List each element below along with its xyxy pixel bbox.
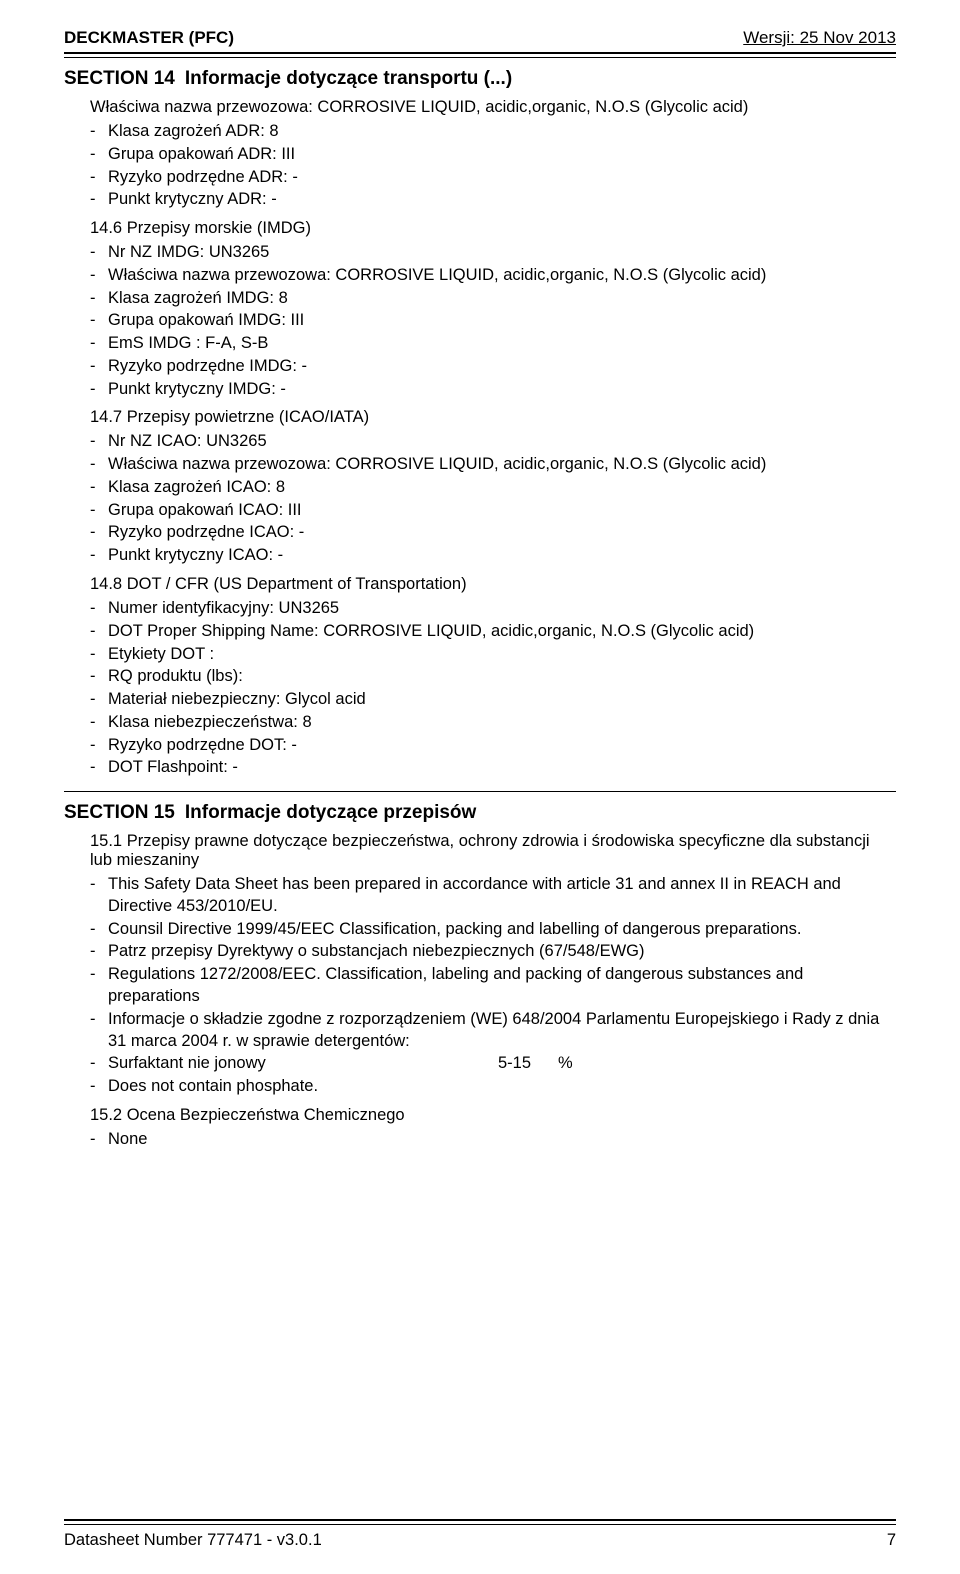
datasheet-number: Datasheet Number 777471 - v3.0.1 xyxy=(64,1531,322,1550)
product-name: DECKMASTER (PFC) xyxy=(64,28,234,48)
list-item: DOT Proper Shipping Name: CORROSIVE LIQU… xyxy=(90,621,896,643)
section14-7-title: 14.7 Przepisy powietrzne (ICAO/IATA) xyxy=(90,408,896,427)
section14-title: Informacje dotyczące transportu (...) xyxy=(185,68,512,89)
version-date: Wersji: 25 Nov 2013 xyxy=(743,28,896,48)
imdg-list: Nr NZ IMDG: UN3265 Właściwa nazwa przewo… xyxy=(90,242,896,400)
list-item: RQ produktu (lbs): xyxy=(90,666,896,688)
footer: Datasheet Number 777471 - v3.0.1 7 xyxy=(64,1531,896,1550)
list-item: Etykiety DOT : xyxy=(90,644,896,666)
section15-number: SECTION 15 xyxy=(64,802,175,824)
section14-6-title: 14.6 Przepisy morskie (IMDG) xyxy=(90,219,896,238)
list-item: Ryzyko podrzędne ICAO: - xyxy=(90,522,896,544)
surfactant-value: 5-15 xyxy=(498,1053,558,1075)
surfactant-percent: % xyxy=(558,1053,588,1075)
footer-rule xyxy=(64,1519,896,1525)
list-item: Surfaktant nie jonowy 5-15 % xyxy=(90,1053,896,1075)
section14-intro-block: Właściwa nazwa przewozowa: CORROSIVE LIQ… xyxy=(90,96,896,213)
list-item: Ryzyko podrzędne DOT: - xyxy=(90,735,896,757)
surfactant-label: Surfaktant nie jonowy xyxy=(108,1053,498,1075)
section15-2-block: 15.2 Ocena Bezpieczeństwa Chemicznego No… xyxy=(90,1104,896,1153)
list-item: Właściwa nazwa przewozowa: CORROSIVE LIQ… xyxy=(90,454,896,476)
surfactant-row: Surfaktant nie jonowy 5-15 % xyxy=(108,1053,896,1075)
list-item: Klasa zagrożeń ADR: 8 xyxy=(90,121,896,143)
list-item: Does not contain phosphate. xyxy=(90,1076,896,1098)
list-item: Klasa niebezpieczeństwa: 8 xyxy=(90,712,896,734)
list-item: Materiał niebezpieczny: Glycol acid xyxy=(90,689,896,711)
list-item: Nr NZ ICAO: UN3265 xyxy=(90,431,896,453)
list-item: Patrz przepisy Dyrektywy o substancjach … xyxy=(90,941,896,963)
list-item: Ryzyko podrzędne IMDG: - xyxy=(90,356,896,378)
header-rule xyxy=(64,52,896,58)
list-item: DOT Flashpoint: - xyxy=(90,757,896,779)
section14-6-block: 14.6 Przepisy morskie (IMDG) Nr NZ IMDG:… xyxy=(90,217,896,402)
page: DECKMASTER (PFC) Wersji: 25 Nov 2013 SEC… xyxy=(0,0,960,1574)
icao-list: Nr NZ ICAO: UN3265 Właściwa nazwa przewo… xyxy=(90,431,896,567)
list-item: Klasa zagrożeń ICAO: 8 xyxy=(90,477,896,499)
list-item: Grupa opakowań IMDG: III xyxy=(90,310,896,332)
list-item: This Safety Data Sheet has been prepared… xyxy=(90,874,896,918)
section14-intro: Właściwa nazwa przewozowa: CORROSIVE LIQ… xyxy=(90,98,896,117)
section-divider xyxy=(64,791,896,792)
footer-area: Datasheet Number 777471 - v3.0.1 7 xyxy=(64,1459,896,1550)
list-item: Punkt krytyczny IMDG: - xyxy=(90,379,896,401)
list-item: Nr NZ IMDG: UN3265 xyxy=(90,242,896,264)
section14-8-title: 14.8 DOT / CFR (US Department of Transpo… xyxy=(90,575,896,594)
regs-list: This Safety Data Sheet has been prepared… xyxy=(90,874,896,1098)
section14-7-block: 14.7 Przepisy powietrzne (ICAO/IATA) Nr … xyxy=(90,406,896,569)
list-item: Ryzyko podrzędne ADR: - xyxy=(90,167,896,189)
section15-title: Informacje dotyczące przepisów xyxy=(185,802,476,823)
adr-list: Klasa zagrożeń ADR: 8 Grupa opakowań ADR… xyxy=(90,121,896,211)
header: DECKMASTER (PFC) Wersji: 25 Nov 2013 xyxy=(64,28,896,48)
section15-heading: SECTION 15 Informacje dotyczące przepisów xyxy=(64,802,896,824)
list-item: Punkt krytyczny ADR: - xyxy=(90,189,896,211)
section15-1-block: 15.1 Przepisy prawne dotyczące bezpiecze… xyxy=(90,830,896,1100)
section15-2-title: 15.2 Ocena Bezpieczeństwa Chemicznego xyxy=(90,1106,896,1125)
list-item: EmS IMDG : F-A, S-B xyxy=(90,333,896,355)
list-item: Grupa opakowań ICAO: III xyxy=(90,500,896,522)
section15-1-title: 15.1 Przepisy prawne dotyczące bezpiecze… xyxy=(90,832,896,870)
section14-number: SECTION 14 xyxy=(64,68,175,90)
list-item: Punkt krytyczny ICAO: - xyxy=(90,545,896,567)
page-number: 7 xyxy=(887,1531,896,1550)
list-item: None xyxy=(90,1129,896,1151)
section14-8-block: 14.8 DOT / CFR (US Department of Transpo… xyxy=(90,573,896,781)
list-item: Klasa zagrożeń IMDG: 8 xyxy=(90,288,896,310)
list-item: Regulations 1272/2008/EEC. Classificatio… xyxy=(90,964,896,1008)
list-item: Informacje o składzie zgodne z rozporząd… xyxy=(90,1009,896,1053)
list-item: Grupa opakowań ADR: III xyxy=(90,144,896,166)
none-list: None xyxy=(90,1129,896,1151)
list-item: Numer identyfikacyjny: UN3265 xyxy=(90,598,896,620)
list-item: Counsil Directive 1999/45/EEC Classifica… xyxy=(90,919,896,941)
section14-heading: SECTION 14 Informacje dotyczące transport… xyxy=(64,68,896,90)
list-item: Właściwa nazwa przewozowa: CORROSIVE LIQ… xyxy=(90,265,896,287)
dot-list: Numer identyfikacyjny: UN3265 DOT Proper… xyxy=(90,598,896,779)
